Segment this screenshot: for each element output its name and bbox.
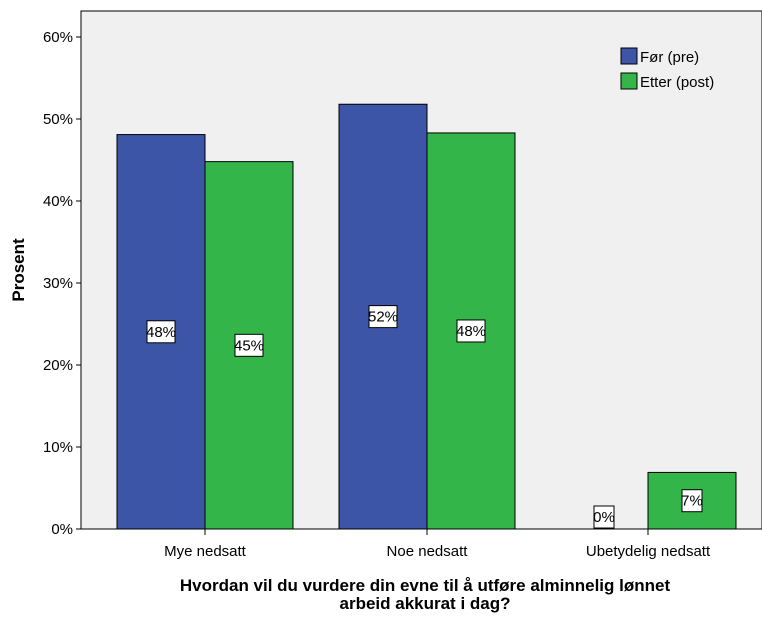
data-label: 45% [234, 337, 264, 354]
data-label-box [146, 320, 176, 344]
y-tick-label: 20% [43, 357, 73, 374]
data-label-box [681, 489, 703, 513]
bars-layer: 48% 52% 0% 45% 48% 7% [116, 103, 737, 530]
y-tick-label: 10% [43, 439, 73, 456]
y-tick-label: 30% [43, 275, 73, 292]
y-tick-label: 60% [43, 29, 73, 46]
x-axis-title-line1: Hvordan vil du vurdere din evne til å ut… [179, 576, 671, 595]
data-label: 7% [681, 493, 703, 510]
data-label-box [456, 319, 486, 343]
data-label: 48% [146, 324, 176, 341]
x-axis-title: Hvordan vil du vurdere din evne til å ut… [0, 577, 762, 613]
y-tick-label: 0% [51, 521, 73, 538]
data-label: 48% [456, 323, 486, 340]
x-tick-label: Mye nedsatt [164, 543, 247, 560]
data-label-box [368, 305, 398, 329]
legend-swatch [620, 72, 638, 90]
y-axis: 0% 10% 20% 30% 40% 50% 60% [43, 29, 81, 538]
legend-swatch [620, 47, 638, 65]
y-tick-label: 40% [43, 193, 73, 210]
x-axis: Mye nedsatt Noe nedsatt Ubetydelig nedsatt [164, 529, 711, 560]
x-tick-label: Noe nedsatt [387, 543, 469, 560]
legend-label: Før (pre) [640, 49, 699, 66]
x-axis-title-line2: arbeid akkurat i dag? [339, 594, 511, 613]
data-label-box [593, 505, 615, 529]
legend: Før (pre) Etter (post) [620, 47, 714, 91]
y-tick-label: 50% [43, 111, 73, 128]
legend-label: Etter (post) [640, 74, 714, 91]
data-label: 52% [368, 309, 398, 326]
x-tick-label: Ubetydelig nedsatt [586, 543, 711, 560]
data-label: 0% [593, 509, 615, 526]
data-label-box [234, 333, 264, 357]
y-axis-title: Prosent [9, 238, 28, 302]
